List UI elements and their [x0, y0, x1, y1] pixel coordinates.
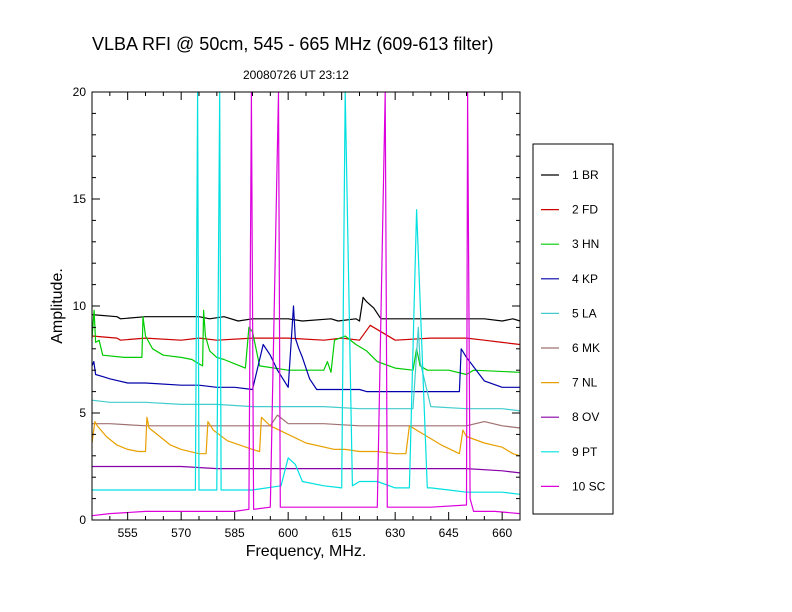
- series-line-3: [91, 309, 521, 376]
- series-line-8: [92, 465, 521, 474]
- series-line-7: [91, 416, 521, 457]
- y-tick-label: 15: [73, 192, 87, 206]
- series-line-4: [91, 305, 520, 393]
- x-tick-label: 570: [171, 526, 191, 540]
- x-tick-label: 555: [118, 526, 138, 540]
- legend: 1 BR 2 FD 3 HN 4 KP 5 LA 6 MK 7 NL 8 OV 9 PT 10 S…: [532, 143, 614, 515]
- x-tick-label: 660: [492, 526, 512, 540]
- chart-title: VLBA RFI @ 50cm, 545 - 665 MHz (609-613 …: [92, 34, 494, 54]
- y-axis-label: Amplitude.: [49, 268, 66, 344]
- x-tick-label: 630: [385, 526, 405, 540]
- x-axis-label: Frequency, MHz.: [246, 543, 367, 560]
- legend-entry: 9 PT: [572, 445, 598, 459]
- x-tick-label: 585: [225, 526, 245, 540]
- y-tick-label: 5: [79, 406, 86, 420]
- x-tick-label: 615: [332, 526, 352, 540]
- legend-entry: 8 OV: [572, 410, 599, 424]
- axis-ticks: 555 570 585 600 615 630 645 660 0 5 10 15 20: [73, 85, 521, 540]
- y-tick-label: 10: [73, 299, 87, 313]
- series-line-2: [91, 324, 521, 346]
- plot-series-group: [91, 91, 521, 517]
- series-line-10: [91, 91, 521, 517]
- legend-entry: 7 NL: [572, 376, 598, 390]
- legend-entry: 5 LA: [572, 306, 597, 320]
- legend-entry: 10 SC: [572, 479, 606, 493]
- legend-entry: 2 FD: [572, 203, 598, 217]
- legend-entry: 3 HN: [572, 237, 599, 251]
- series-line-6: [92, 414, 521, 429]
- x-tick-label: 600: [278, 526, 298, 540]
- chart-subtitle: 20080726 UT 23:12: [243, 68, 349, 82]
- series-line-9: [92, 91, 521, 495]
- legend-entry: 4 KP: [572, 272, 598, 286]
- plot-frame: [91, 91, 521, 521]
- legend-entry: 1 BR: [572, 168, 599, 182]
- y-tick-label: 0: [79, 513, 86, 527]
- series-line-5: [91, 326, 521, 412]
- x-tick-label: 645: [439, 526, 459, 540]
- legend-entry: 6 MK: [572, 341, 600, 355]
- y-tick-label: 20: [73, 85, 87, 99]
- series-line-1: [91, 296, 521, 322]
